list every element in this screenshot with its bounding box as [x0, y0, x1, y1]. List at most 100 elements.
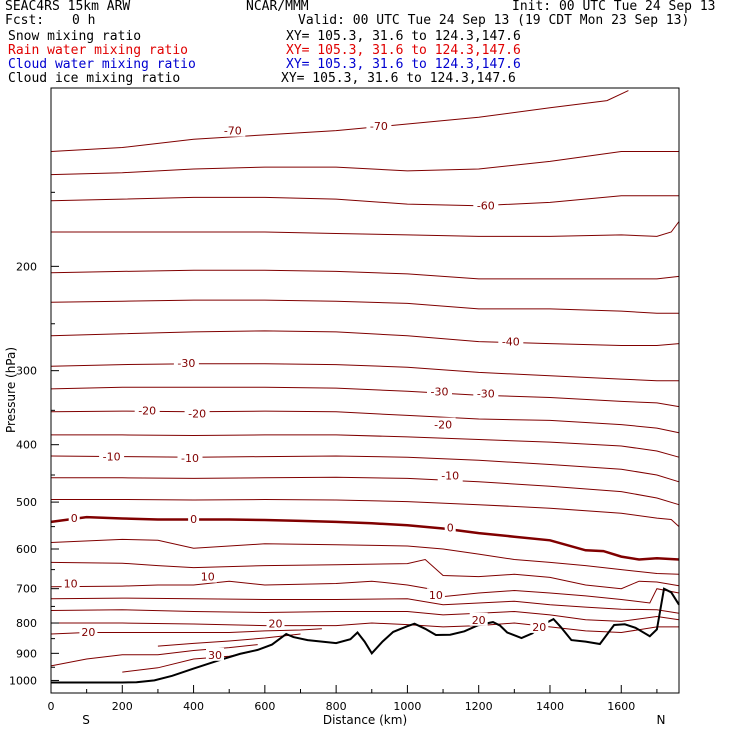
legend-rain-xy: XY= 105.3, 31.6 to 124.3,147.6 [286, 43, 521, 58]
contour-label-8: -20 [188, 407, 206, 420]
legend-rain-name: Rain water mixing ratio [8, 43, 189, 58]
contour-label-bg-8 [184, 406, 210, 420]
x-tick-label-7: 1400 [536, 700, 564, 713]
contour-line-3 [51, 221, 680, 237]
contour-label-6: -30 [477, 388, 495, 401]
contour-label-bg-5 [427, 384, 452, 398]
contour-label-0: -70 [224, 125, 242, 138]
contour-line-13 [51, 498, 680, 527]
x-tick-label-8: 1600 [607, 700, 635, 713]
fcst-label: Fcst: [5, 13, 45, 28]
contour-line-7 [50, 363, 679, 382]
legend-cloud-water-name: Cloud water mixing ratio [8, 57, 196, 72]
contour-label-bg-11 [177, 450, 203, 464]
contour-label-21: 20 [472, 614, 486, 627]
contour-label-16: 10 [64, 578, 78, 591]
x-tick-label-2: 400 [183, 700, 204, 713]
contour-label-bg-14 [188, 512, 200, 525]
contour-label-17: 10 [201, 571, 215, 584]
contour-label-bg-18 [426, 588, 445, 602]
contour-label-bg-23 [206, 647, 224, 661]
contour-label-bg-17 [198, 569, 217, 583]
contour-label-bg-10 [99, 449, 125, 463]
contour-line-15 [50, 538, 680, 575]
contour-label-bg-20 [266, 616, 285, 630]
legend-snow-name: Snow mixing ratio [8, 29, 142, 44]
center-name: NCAR/MMM [246, 0, 309, 14]
y-tick-label-3: 500 [16, 496, 37, 509]
y-tick-label-4: 600 [16, 543, 37, 556]
contour-label-15: 0 [447, 522, 454, 535]
x-tick-label-1: 200 [112, 700, 133, 713]
init-time: Init: 00 UTC Tue 24 Sep 13 [512, 0, 716, 14]
contour-label-bg-7 [134, 403, 160, 417]
contour-label-bg-2 [473, 198, 499, 212]
axis-layer: 0 200 400 600 800 1000 1200 1400 160020030040050… [9, 191, 658, 713]
contour-label-12: -10 [441, 470, 459, 483]
contour-line-4 [50, 269, 680, 280]
contour-line-12 [51, 476, 680, 506]
contour-line-2 [50, 195, 679, 207]
contour-label-7: -20 [138, 404, 156, 417]
terrain-line [51, 587, 680, 684]
plot-layer: -70 -70 -60 -40 -30 -30 -30 -20 -20 -20 -10 -10 -10 0… [50, 90, 680, 684]
contour-line-0 [50, 90, 629, 152]
contour-line-18 [50, 597, 680, 614]
contour-label-bg-21 [469, 612, 488, 626]
contour-label-bg-16 [61, 576, 80, 590]
legend-cloud-water-xy: XY= 105.3, 31.6 to 124.3,147.6 [286, 57, 521, 72]
contour-line-8 [50, 386, 680, 408]
contour-label-bg-1 [366, 119, 392, 133]
contour-label-bg-12 [437, 468, 463, 482]
x-tick-label-3: 600 [254, 700, 275, 713]
contour-label-bg-3 [498, 334, 524, 348]
x-tick-label-0: 0 [48, 700, 55, 713]
contour-label-19: 20 [81, 626, 95, 639]
contour-label-23: 30 [208, 649, 222, 662]
contour-label-11: -10 [181, 452, 199, 465]
y-tick-label-1: 300 [16, 365, 37, 378]
contour-line-9 [50, 410, 680, 434]
contour-label-bg-4 [173, 355, 199, 369]
contour-line-5 [50, 299, 679, 314]
contour-label-bg-6 [473, 386, 499, 400]
contour-label-1: -70 [370, 120, 388, 133]
x-tick-label-6: 1200 [465, 700, 493, 713]
contour-line-21 [50, 628, 322, 635]
x-tick-label-4: 800 [326, 700, 347, 713]
legend-snow-xy: XY= 105.3, 31.6 to 124.3,147.6 [286, 29, 521, 44]
plot-frame [50, 87, 680, 694]
contour-label-bg-19 [79, 624, 98, 638]
contour-line-19 [50, 609, 680, 622]
x-tick-label-5: 1000 [393, 700, 421, 713]
contour-label-bg-0 [220, 123, 246, 137]
contour-line-16 [50, 558, 680, 590]
contour-label-3: -40 [502, 336, 520, 349]
x-axis-title: Distance (km) [323, 713, 407, 727]
valid-time: Valid: 00 UTC Tue 24 Sep 13 (19 CDT Mon … [298, 13, 690, 28]
legend-cloud-ice-name: Cloud ice mixing ratio [8, 71, 181, 86]
y-tick-label-0: 200 [16, 260, 37, 273]
contour-label-18: 10 [429, 589, 443, 602]
contour-line-23 [50, 644, 258, 667]
y-tick-label-8: 1000 [9, 674, 37, 687]
y-tick-label-2: 400 [16, 439, 37, 452]
contour-label-5: -30 [431, 385, 449, 398]
y-tick-label-6: 800 [16, 617, 37, 630]
model-name: SEAC4RS 15km ARW [5, 0, 131, 14]
contour-label-14: 0 [190, 513, 197, 526]
contour-line-6 [50, 330, 680, 346]
contour-line-1 [50, 151, 679, 176]
contour-label-22: 20 [532, 621, 546, 634]
y-tick-label-5: 700 [16, 583, 37, 596]
contour-line-14 [50, 515, 680, 561]
contour-label-bg-9 [430, 417, 456, 431]
contour-line-11 [50, 455, 680, 483]
contour-label-bg-22 [530, 619, 549, 633]
legend-cloud-ice-xy: XY= 105.3, 31.6 to 124.3,147.6 [281, 71, 516, 86]
contour-label-bg-15 [444, 520, 456, 534]
y-axis-title: Pressure (hPa) [4, 347, 18, 433]
contour-line-10 [51, 434, 680, 458]
south-label: S [82, 713, 90, 727]
